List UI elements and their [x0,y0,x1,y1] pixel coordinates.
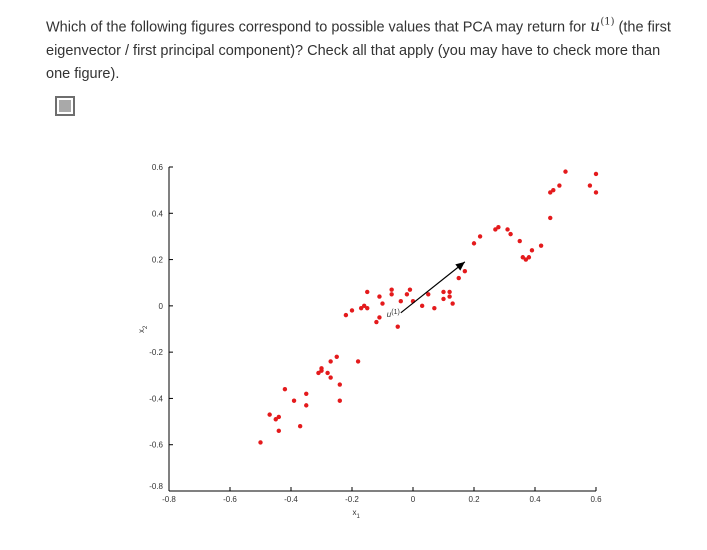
data-point [441,289,446,295]
data-point [316,370,321,376]
data-point [398,299,403,304]
x-tick-label: 0.2 [468,495,480,504]
y-tick-label: -0.2 [149,348,163,357]
data-point [493,227,498,232]
y-tick-label: 0 [159,302,164,311]
data-point [548,215,553,221]
data-points [258,169,599,445]
x-tick-label: -0.4 [284,495,298,504]
data-point [337,398,342,403]
data-point [365,289,370,295]
arrow-label: u(1) [387,309,400,319]
data-point [389,287,394,292]
x-tick-label: 0.4 [529,495,541,504]
x-ticks: -0.8 -0.6 -0.4 -0.2 0 0.2 0.4 0.6 [162,487,602,504]
data-point [419,303,425,309]
x-axis-label: x1 [353,508,361,520]
data-point [377,294,382,299]
data-point [273,417,278,422]
question-text-after: (the first eigenvector / first principal… [46,19,671,83]
y-tick-label: -0.4 [149,394,163,403]
data-point [374,319,379,325]
data-point [447,289,452,295]
x-tick-label: -0.8 [162,495,176,504]
math-superscript: (1) [600,17,615,28]
data-point [297,424,303,429]
data-point [407,287,413,292]
data-point [276,414,281,420]
data-point [529,248,535,253]
data-point [496,224,501,230]
data-point [548,190,553,195]
data-point [441,296,446,302]
arrow-head [455,261,465,271]
data-point [520,255,525,260]
data-point [267,412,272,417]
y-tick-label: -0.6 [149,441,163,450]
data-point [587,183,593,188]
data-point [358,305,364,311]
data-point [380,301,385,306]
principal-component-arrow: u(1) [387,261,466,319]
data-point [355,359,361,364]
data-point [563,169,568,174]
y-tick-label: -0.8 [149,482,163,491]
data-point [462,268,468,274]
data-point [365,305,370,311]
data-point [471,241,477,246]
data-point [593,171,599,177]
arrow-shaft [400,261,466,314]
y-ticks: 0.6 0.4 0.2 0 -0.2 -0.4 -0.6 -0.8 [149,163,173,492]
data-point [334,354,339,359]
question-text-before: Which of the following figures correspon… [46,19,591,36]
data-point [276,428,281,434]
data-point [328,375,333,380]
y-tick-label: 0.6 [152,163,164,172]
data-point [447,294,452,299]
data-point [328,359,333,364]
data-point [377,315,382,320]
data-point [426,292,431,297]
data-point [304,403,309,408]
data-point [343,312,349,318]
answer-checkbox[interactable] [55,96,75,116]
data-point [538,243,544,248]
math-symbol: u [590,16,601,36]
data-point [517,238,522,244]
data-point [505,227,510,232]
data-point [557,183,562,188]
data-point [450,301,455,306]
data-point [349,308,355,313]
data-point [291,398,297,403]
data-point [362,303,367,309]
data-point [432,305,437,311]
data-point [523,257,529,262]
data-point [319,368,324,373]
data-point [395,324,400,329]
x-tick-label: 0 [411,495,416,504]
y-tick-label: 0.2 [152,256,164,265]
data-point [258,440,263,445]
data-point [282,386,288,392]
x-tick-label: -0.2 [345,495,359,504]
math-u1: u(1) [590,16,614,35]
x-tick-label: -0.6 [223,495,237,504]
data-point [404,292,410,297]
data-point [593,190,599,195]
data-point [389,292,394,297]
data-point [456,275,461,281]
data-point [337,382,342,387]
y-tick-label: 0.4 [152,209,164,218]
data-point [477,234,483,239]
data-point [304,391,309,396]
question-text: Which of the following figures correspon… [46,11,676,87]
x-tick-label: 0.6 [590,495,602,504]
data-point [508,231,513,237]
data-point [325,370,330,376]
data-point [526,255,532,260]
y-axis-label: x2 [137,325,149,333]
data-point [551,187,556,193]
